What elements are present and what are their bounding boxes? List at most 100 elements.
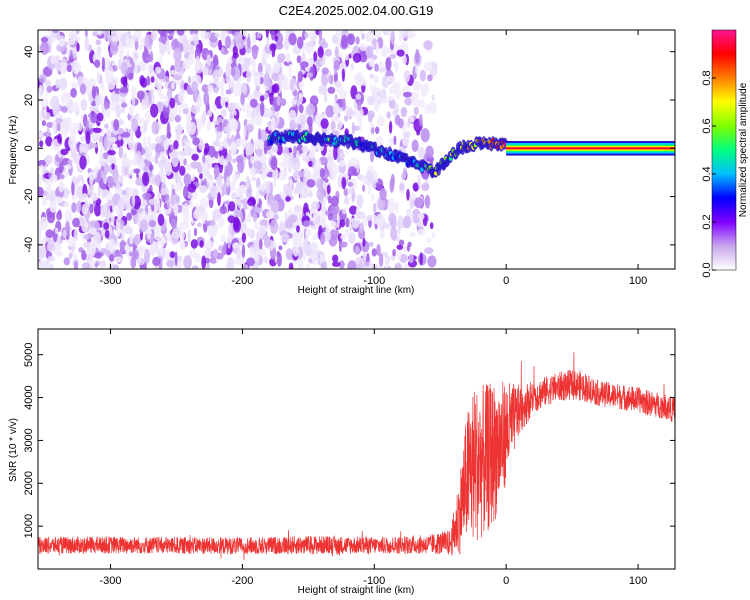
noise-blob [46,210,56,224]
noise-blob [359,43,368,51]
noise-blob [55,78,60,89]
noise-blob [362,184,366,192]
noise-blob [96,30,103,36]
noise-blob [133,168,141,174]
noise-blob [105,176,115,188]
noise-blob [218,39,222,51]
noise-blob [188,121,197,135]
noise-blob [154,155,159,165]
noise-blob [83,142,89,154]
noise-blob [232,45,238,56]
noise-blob [210,219,216,227]
noise-blob [361,178,369,184]
noise-blob [67,159,73,166]
noise-blob [206,170,210,179]
noise-blob [240,82,248,96]
noise-blob [268,81,273,94]
noise-blob [250,155,256,164]
noise-blob [151,120,160,135]
noise-blob [261,163,269,176]
colorbar-tick-label: 0.0 [701,262,713,277]
noise-blob [203,92,210,106]
noise-blob [266,183,270,196]
noise-blob [48,172,52,178]
noise-blob [410,231,416,237]
noise-blob [257,113,263,127]
noise-blob [179,165,186,176]
noise-blob [402,55,408,65]
noise-blob [359,222,364,233]
noise-blob [308,30,318,42]
noise-blob [227,257,235,269]
noise-blob [255,74,261,87]
noise-blob [129,230,134,245]
noise-blob [58,38,66,47]
noise-blob [319,167,325,179]
noise-blob [102,152,109,160]
noise-blob [58,161,64,174]
noise-blob [58,174,65,180]
noise-blob [362,252,367,260]
noise-blob [248,246,254,253]
noise-blob [183,141,192,155]
noise-blob [351,217,360,229]
noise-blob [158,159,166,169]
noise-blob [306,179,316,188]
noise-blob [411,208,421,224]
noise-blob [291,99,297,105]
noise-blob [427,255,437,268]
noise-blob [374,96,382,107]
noise-blob [398,118,404,129]
noise-blob [414,197,424,209]
noise-blob [309,95,319,107]
noise-blob [179,221,189,231]
noise-blob [274,194,282,202]
noise-blob [147,138,151,146]
noise-blob [94,203,102,217]
noise-blob [195,55,200,68]
noise-blob [108,238,116,254]
noise-blob [399,253,408,263]
snr-frame [37,328,676,570]
noise-blob [288,214,298,223]
noise-blob [406,188,410,201]
noise-blob [354,106,364,121]
noise-blob [298,181,306,188]
noise-blob [76,42,80,53]
noise-blob [88,44,92,53]
noise-blob [174,58,182,73]
noise-blob [218,144,224,151]
noise-blob [334,36,339,43]
noise-blob [403,70,411,83]
noise-blob [150,51,154,63]
noise-blob [222,142,230,149]
noise-blob [168,70,178,75]
noise-blob [410,91,420,101]
noise-blob [166,259,175,268]
noise-blob [357,101,362,111]
noise-blob [280,98,287,107]
noise-blob [220,234,226,242]
noise-blob [285,196,291,202]
noise-blob [396,49,405,57]
noise-blob [214,32,220,38]
spectrogram-x-axis-label: Height of straight line (km) [298,285,415,296]
noise-blob [111,35,120,43]
noise-blob [232,242,240,249]
noise-blob [333,60,340,71]
noise-blob [259,95,265,102]
noise-blob [225,95,229,103]
noise-blob [235,188,242,197]
noise-blob [370,149,374,163]
noise-blob [251,44,258,60]
noise-blob [379,228,385,240]
noise-blob [71,180,75,196]
noise-blob [212,140,221,148]
noise-blob [272,144,279,153]
noise-blob [166,44,172,53]
noise-blob [192,137,200,146]
noise-blob [128,137,135,150]
noise-blob [385,57,392,71]
noise-blob [190,198,194,209]
